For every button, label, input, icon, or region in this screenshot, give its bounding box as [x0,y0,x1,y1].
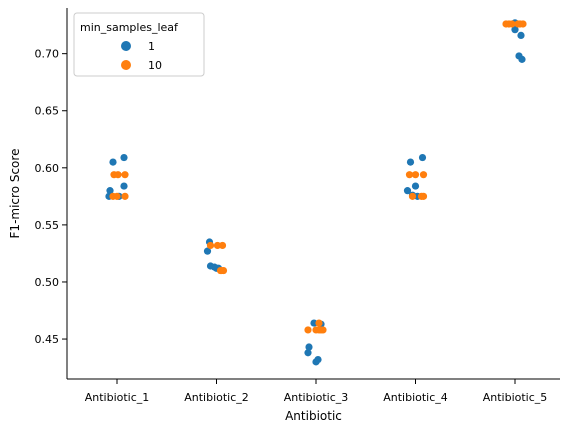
plot-area [105,19,527,366]
x-tick-label: Antibiotic_2 [184,391,249,404]
data-point [120,153,128,162]
y-tick-label: 0.65 [35,105,60,118]
data-point [405,171,414,179]
legend-marker [121,41,131,51]
data-point [121,192,129,200]
data-point [418,153,427,162]
data-point [113,192,121,200]
data-point [219,266,228,275]
data-point [305,343,313,351]
x-tick-label: Antibiotic_5 [483,391,548,404]
data-point [109,158,117,166]
x-tick-label: Antibiotic_3 [284,391,349,404]
data-point [319,326,327,334]
x-tick-label: Antibiotic_4 [383,391,448,404]
data-point [411,171,420,179]
legend-frame [73,12,205,77]
data-point [518,55,526,63]
data-point [213,241,222,250]
data-point [120,182,128,190]
data-point [121,171,129,179]
x-tick-label: Antibiotic_1 [85,391,150,404]
data-point [310,319,318,327]
legend-entries: 110 [121,40,162,72]
y-axis-ticks: 0.45 0.50 0.55 0.60 0.65 0.70 [35,48,67,346]
data-point [315,319,323,327]
data-point [114,171,122,179]
data-point [403,187,412,195]
data-point [408,192,417,200]
data-point [304,349,312,357]
data-point [419,192,428,200]
axes: 0.450.500.550.600.650.70 Antibiotic_1 Ant… [8,8,560,423]
series-10 [109,20,527,334]
data-point [304,326,312,334]
y-tick-label: 0.55 [35,219,60,232]
data-point [206,241,215,250]
y-tick-label: 0.50 [35,276,60,289]
legend-label: 1 [148,40,155,53]
data-point [411,182,420,190]
legend-label: 10 [148,59,162,72]
data-point [508,20,516,28]
legend-title: min_samples_leaf [80,21,179,34]
legend-marker [121,60,131,70]
x-axis-ticks: Antibiotic_1 Antibiotic_2 Antibiotic_3 Anti… [85,379,548,404]
legend: min_samples_leaf 110 [73,12,205,77]
data-point [218,241,227,250]
y-tick-label: 0.45 [35,333,60,346]
data-point [203,247,212,255]
data-point [517,31,525,39]
data-point [419,171,428,179]
x-axis-label: Antibiotic [285,409,342,423]
y-axis-label: F1-micro Score [8,149,22,239]
y-tick-label: 0.60 [35,162,60,175]
data-point [511,26,519,34]
data-point [314,355,322,364]
data-point [106,187,114,195]
y-tick-label: 0.70 [35,48,60,61]
data-point [406,158,415,166]
data-point [519,20,527,28]
